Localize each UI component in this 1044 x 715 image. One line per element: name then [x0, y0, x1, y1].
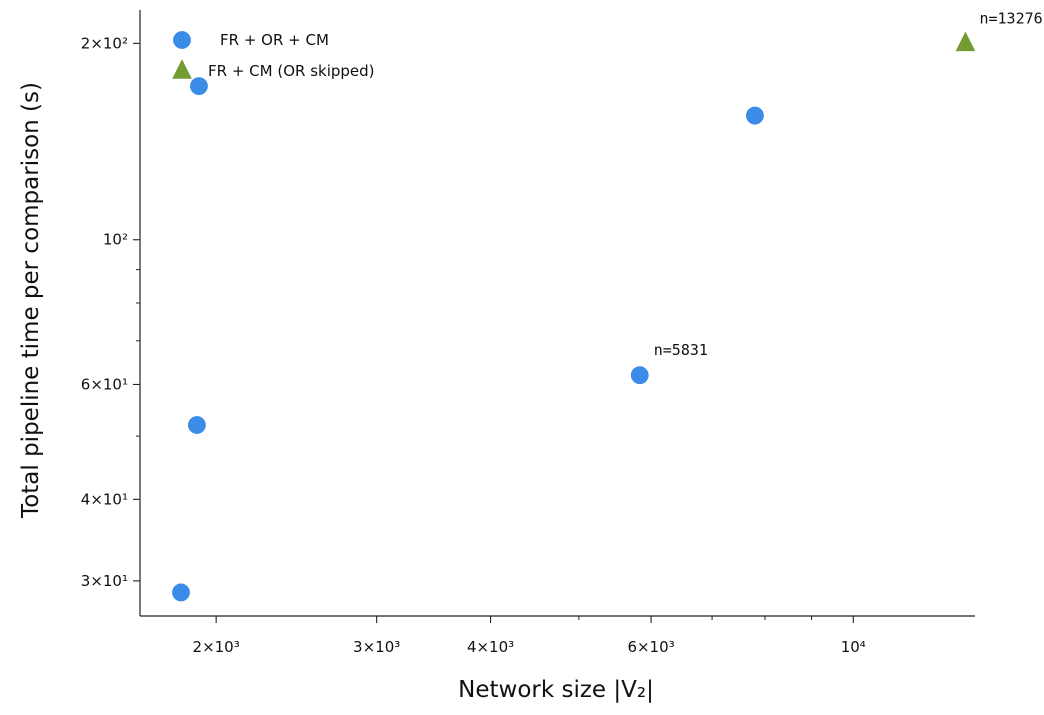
- annotation-n-13276: n=13276: [979, 9, 1042, 27]
- y-tick-label: 6×10¹: [81, 375, 128, 393]
- y-axis-title: Total pipeline time per comparison (s): [18, 82, 44, 519]
- legend-marker-fr-or-cm: [173, 31, 191, 49]
- x-tick-label: 10⁴: [841, 638, 866, 656]
- x-tick-label: 4×10³: [467, 638, 514, 656]
- fr-or-cm-point: [172, 583, 190, 602]
- fr-or-cm-point: [630, 366, 649, 385]
- x-tick-label: 2×10³: [193, 638, 240, 656]
- y-tick-label: 4×10¹: [81, 490, 128, 508]
- legend-layer: FR + OR + CM FR + CM (OR skipped): [172, 31, 375, 80]
- x-axis-title: Network size |V₂|: [458, 677, 654, 703]
- legend-marker-fr-cm-or-skipped: [172, 59, 192, 79]
- x-tick-label: 6×10³: [627, 638, 674, 656]
- ticks-layer: 2×10³ 3×10³ 4×10³ 6×10³ 10⁴ 3×10¹ 4×10¹ 6×10¹ 10…: [81, 34, 866, 656]
- y-tick-label: 3×10¹: [81, 572, 128, 590]
- annotation-n-5831: n=5831: [654, 341, 708, 359]
- x-tick-label: 3×10³: [353, 638, 400, 656]
- fr-cm-or-skipped-point: [955, 31, 976, 52]
- axes-layer: [139, 10, 975, 617]
- fr-or-cm-point: [190, 77, 208, 96]
- annotations-layer: n=5831 n=13276: [654, 9, 1043, 359]
- legend-item-fr-cm-or-skipped: FR + CM (OR skipped): [172, 59, 375, 80]
- y-tick-label: 10²: [103, 231, 128, 249]
- legend-item-fr-or-cm: FR + OR + CM: [173, 31, 329, 49]
- fr-or-cm-point: [187, 416, 206, 434]
- legend-label-fr-cm-or-skipped: FR + CM (OR skipped): [208, 62, 375, 80]
- points-layer: [172, 31, 976, 602]
- y-tick-label: 2×10²: [81, 34, 128, 52]
- legend-label-fr-or-cm: FR + OR + CM: [220, 31, 329, 49]
- fr-or-cm-point: [746, 106, 764, 125]
